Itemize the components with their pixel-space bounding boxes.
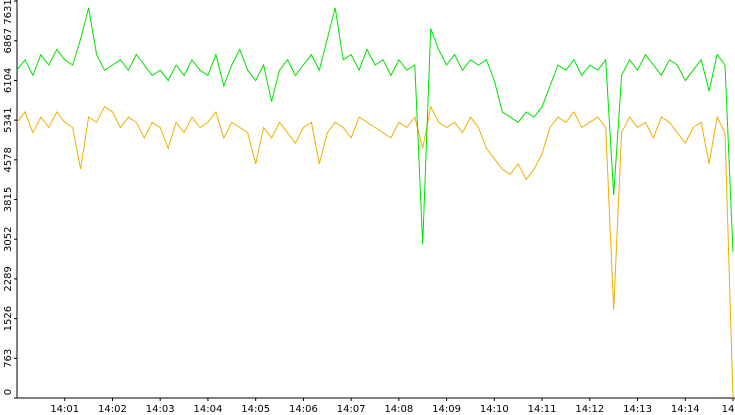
y-tick-label: 7631 [3,0,14,25]
x-tick-label: 14:07 [337,404,366,415]
x-tick-label: 14:11 [528,404,557,415]
y-tick-label: 3815 [3,187,14,212]
x-tick-label: 14:04 [194,404,223,415]
x-tick-label: 14:13 [623,404,652,415]
x-tick-label: 14:02 [98,404,127,415]
y-tick-label: 5341 [3,107,14,132]
x-tick-label: 14:08 [384,404,413,415]
y-tick-label: 0 [3,389,14,395]
y-tick-label: 6104 [3,68,14,93]
y-tick-label: 763 [3,349,14,368]
series-line [16,7,734,253]
x-tick-label: 14:01 [50,404,79,415]
y-tick-label: 3052 [3,226,14,251]
x-tick-label: 14:09 [432,404,461,415]
x-tick-label: 14:12 [575,404,604,415]
series-line [16,105,734,399]
x-tick-label: 14 [722,404,735,415]
x-tick-label: 14:05 [241,404,270,415]
y-tick-label: 1526 [3,306,14,331]
x-tick-label: 14:03 [146,404,175,415]
y-tick-label: 2289 [3,266,14,291]
y-tick-label: 6867 [3,28,14,53]
x-tick-label: 14:06 [289,404,318,415]
x-tick-label: 14:14 [671,404,700,415]
x-tick-label: 14:10 [480,404,509,415]
y-tick-label: 4578 [3,147,14,172]
